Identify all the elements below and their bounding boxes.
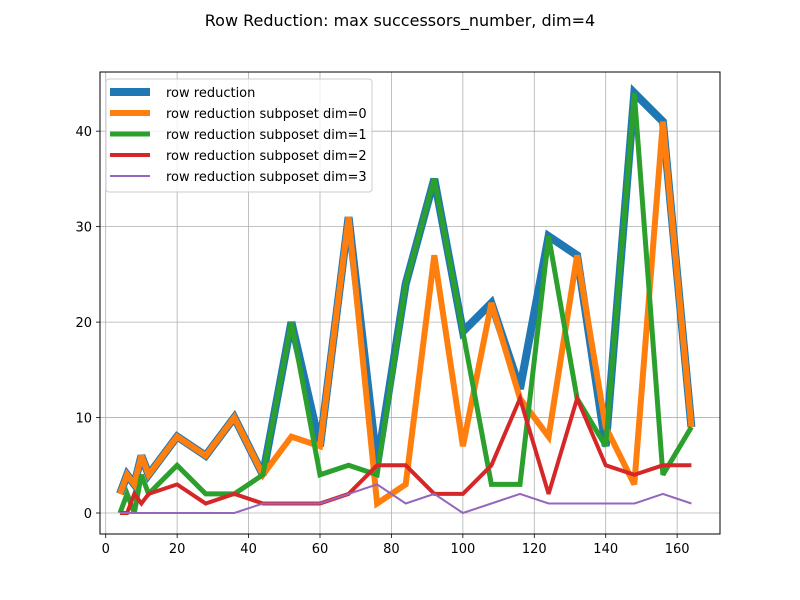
legend: row reduction row reduction subposet dim=… bbox=[105, 78, 373, 193]
series-layer bbox=[116, 84, 696, 515]
y-tick-label: 20 bbox=[75, 316, 92, 331]
legend-box bbox=[105, 78, 373, 193]
y-tick-label: 40 bbox=[75, 125, 92, 140]
series-line-4 bbox=[120, 483, 692, 515]
x-tick-label: 100 bbox=[450, 542, 475, 557]
x-tick-label: 120 bbox=[522, 542, 547, 557]
x-axis: 0 20 40 60 80 100 120 140 160 bbox=[102, 534, 690, 557]
chart-title: Row Reduction: max successors_number, di… bbox=[205, 11, 595, 31]
y-tick-label: 10 bbox=[75, 412, 92, 427]
y-tick-label: 30 bbox=[75, 221, 92, 236]
x-tick-label: 140 bbox=[593, 542, 618, 557]
x-tick-label: 20 bbox=[169, 542, 186, 557]
x-tick-label: 0 bbox=[102, 542, 110, 557]
plot-frame bbox=[99, 71, 721, 535]
legend-label: row reduction subposet dim=0 bbox=[166, 107, 367, 122]
x-tick-label: 60 bbox=[312, 542, 329, 557]
series-line-3 bbox=[120, 392, 692, 515]
series-line-1 bbox=[117, 121, 695, 509]
y-tick-label: 0 bbox=[84, 507, 92, 522]
x-tick-label: 160 bbox=[665, 542, 690, 557]
y-axis: 0 10 20 30 40 bbox=[75, 125, 100, 522]
legend-label: row reduction bbox=[166, 86, 255, 101]
legend-label: row reduction subposet dim=1 bbox=[166, 128, 367, 143]
legend-label: row reduction subposet dim=2 bbox=[166, 149, 367, 164]
legend-label: row reduction subposet dim=3 bbox=[166, 170, 367, 185]
x-tick-label: 80 bbox=[383, 542, 400, 557]
x-tick-label: 40 bbox=[240, 542, 257, 557]
